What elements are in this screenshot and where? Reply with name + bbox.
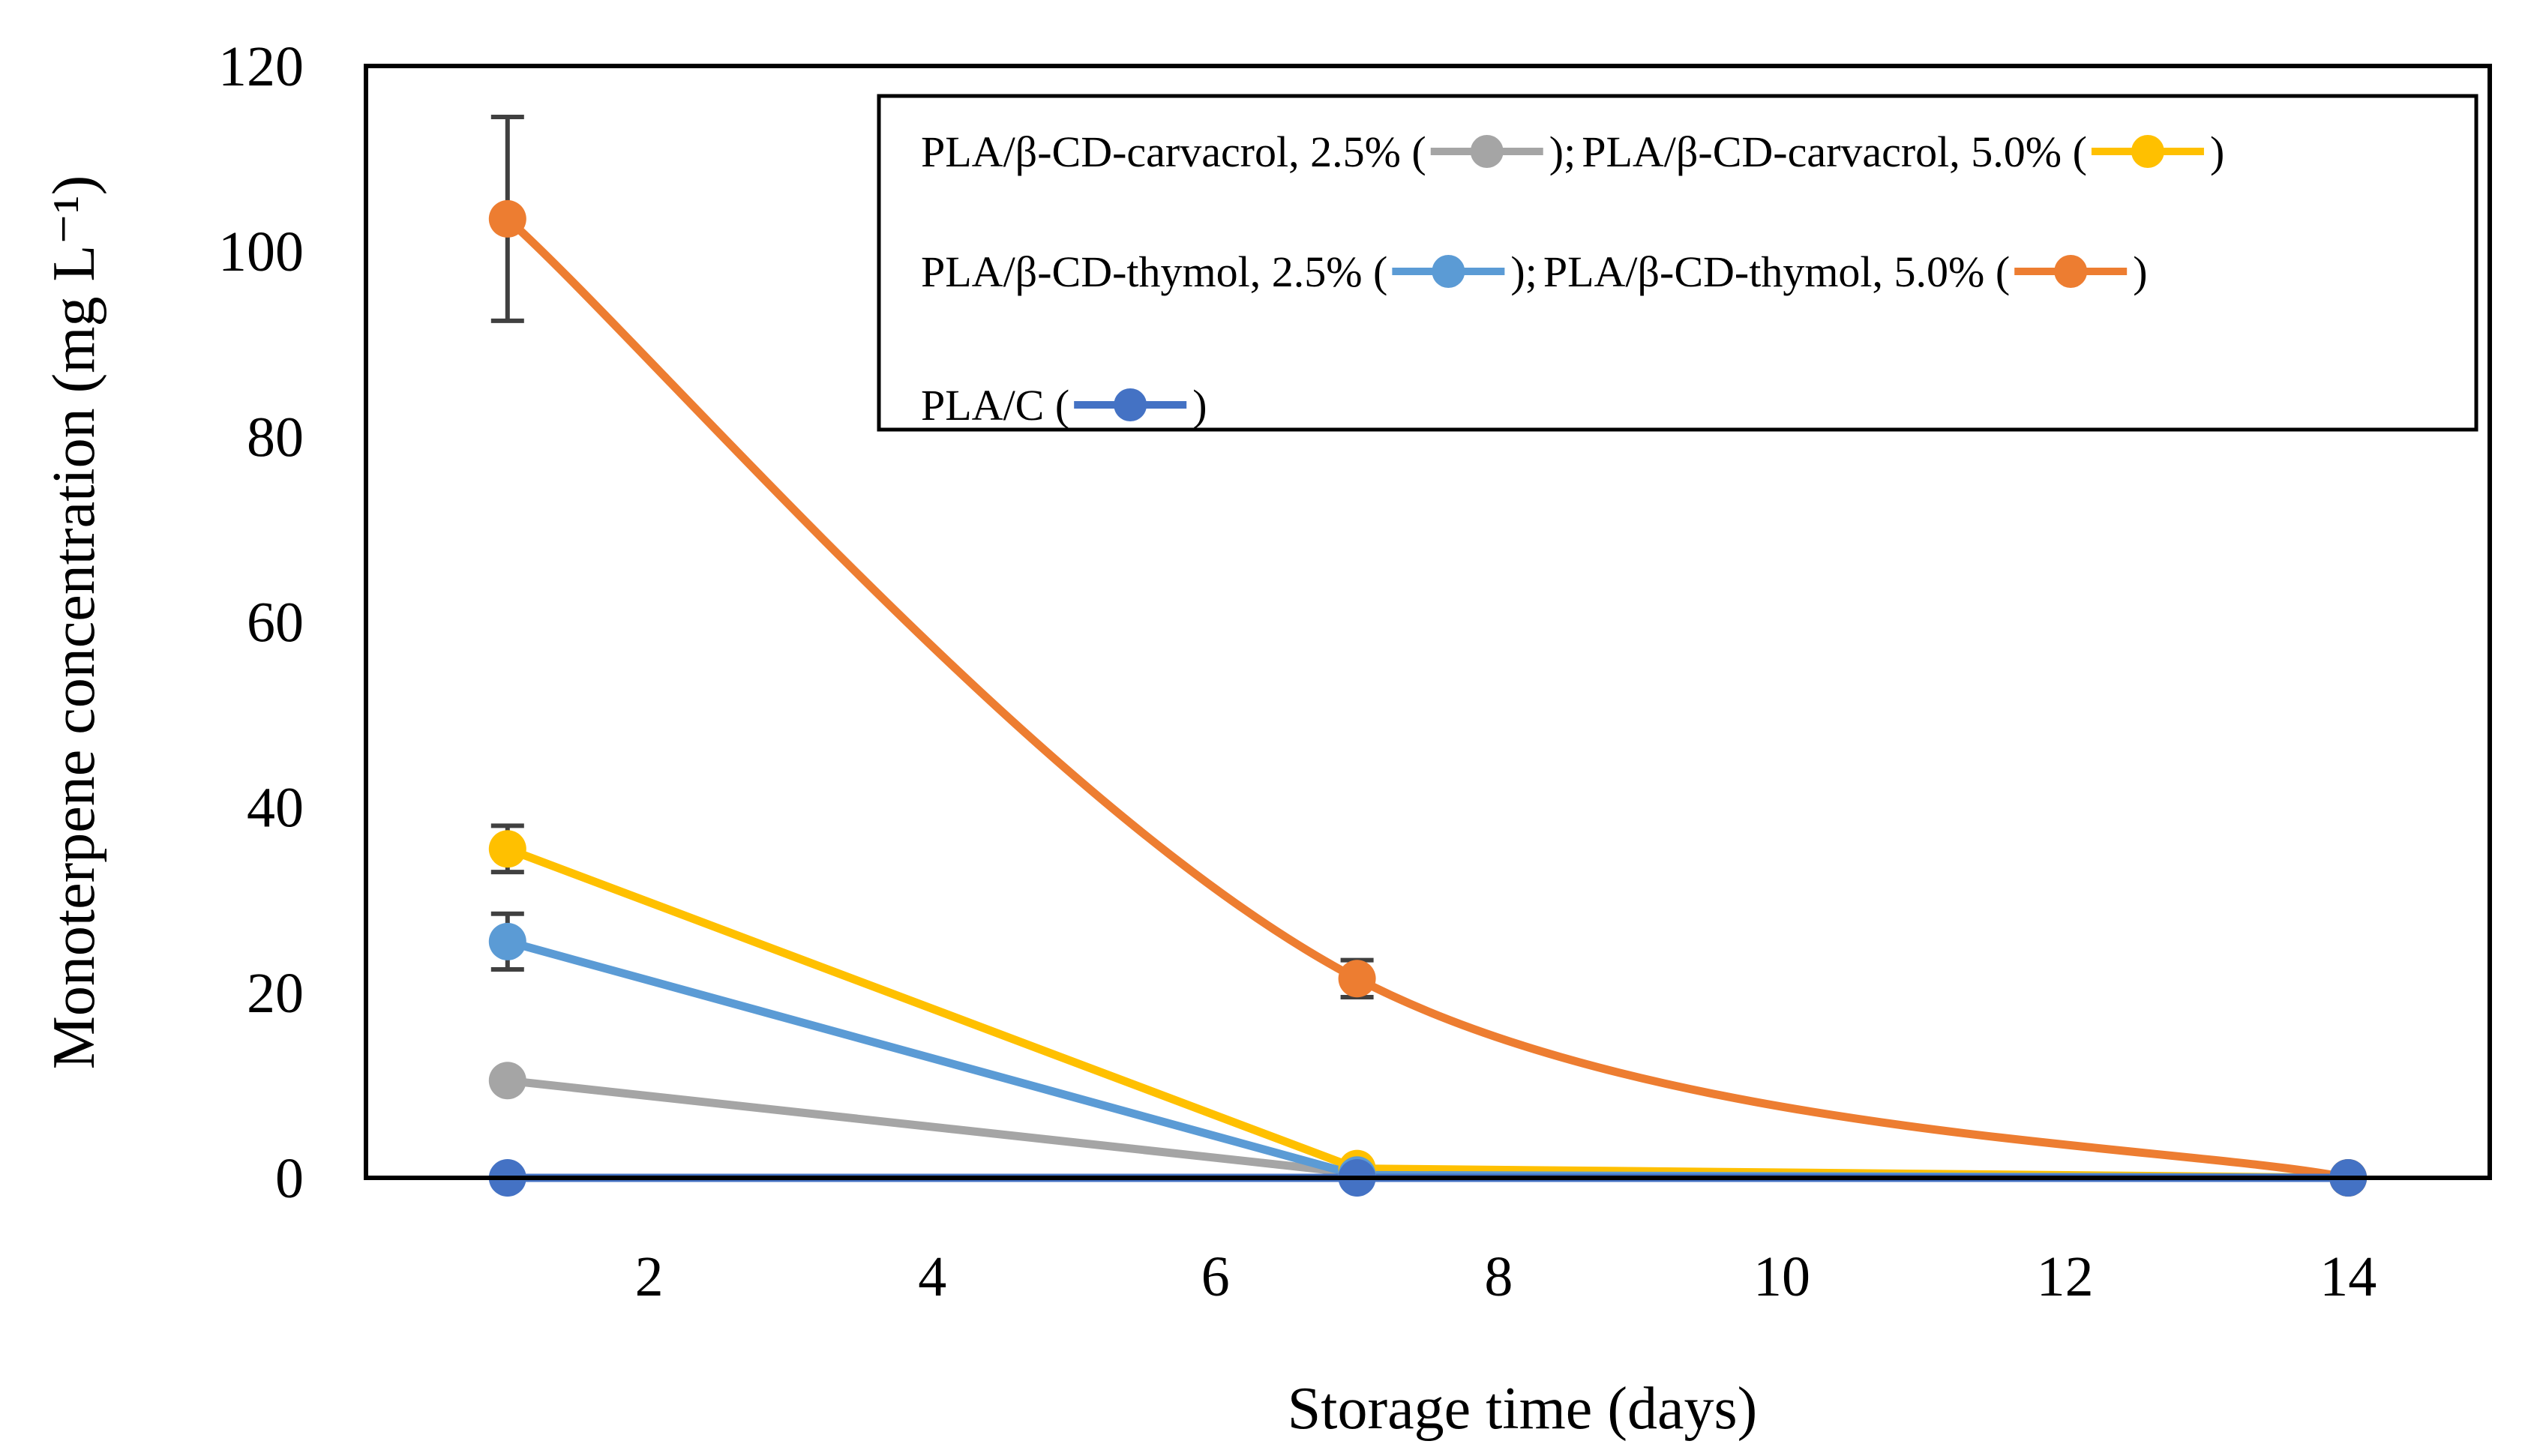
y-tick-label: 120 [218,35,304,98]
legend-marker-swatch [1432,255,1465,288]
x-tick-label: 8 [1484,1245,1513,1308]
y-tick-label: 20 [247,962,304,1025]
legend-marker-swatch [1470,135,1504,168]
legend-marker-swatch [1114,388,1147,421]
x-tick-label: 6 [1201,1245,1230,1308]
legend-separator: ) [1192,381,1207,430]
legend-separator: ) [2133,247,2147,296]
legend-box [877,94,2479,432]
legend-label: PLA/β-CD-thymol, 2.5% ( [921,247,1387,296]
y-axis-ticks: 0 20 40 60 80 100 120 [218,35,304,1210]
legend-label: PLA/β-CD-carvacrol, 2.5% ( [921,127,1426,176]
x-tick-label: 4 [918,1245,946,1308]
legend-label: PLA/β-CD-carvacrol, 5.0% ( [1582,127,2087,176]
legend-marker-swatch [2054,255,2088,288]
plot-area-frame [364,64,2492,1180]
legend-marker-swatch [2131,135,2164,168]
legend-separator: ) [2210,127,2224,176]
y-tick-label: 0 [275,1147,304,1210]
legend-label: PLA/β-CD-thymol, 5.0% ( [1543,247,2010,296]
data-point [488,1062,526,1100]
x-tick-label: 12 [2037,1245,2094,1308]
x-tick-label: 14 [2320,1245,2377,1308]
data-point [488,199,526,238]
legend-label: PLA/C ( [921,381,1069,430]
x-tick-label: 2 [635,1245,664,1308]
y-tick-label: 80 [247,406,304,469]
series-line [507,1076,2349,1182]
legend-separator: ); [1549,127,1576,176]
y-tick-label: 100 [218,220,304,283]
y-axis-title: Monoterpene concentration (mg L⁻¹) [41,175,107,1069]
x-axis-title: Storage time (days) [1288,1376,1757,1442]
legend-separator: ); [1510,247,1537,296]
data-point [488,922,526,960]
x-axis-ticks: 2 4 6 8 10 12 14 [635,1245,2377,1308]
data-point [488,830,526,868]
y-tick-label: 60 [247,592,304,655]
data-point [1338,960,1376,998]
x-tick-label: 10 [1753,1245,1810,1308]
legend: PLA/β-CD-carvacrol, 2.5% (); PLA/β-CD-ca… [877,94,2479,432]
y-tick-label: 40 [247,777,304,840]
